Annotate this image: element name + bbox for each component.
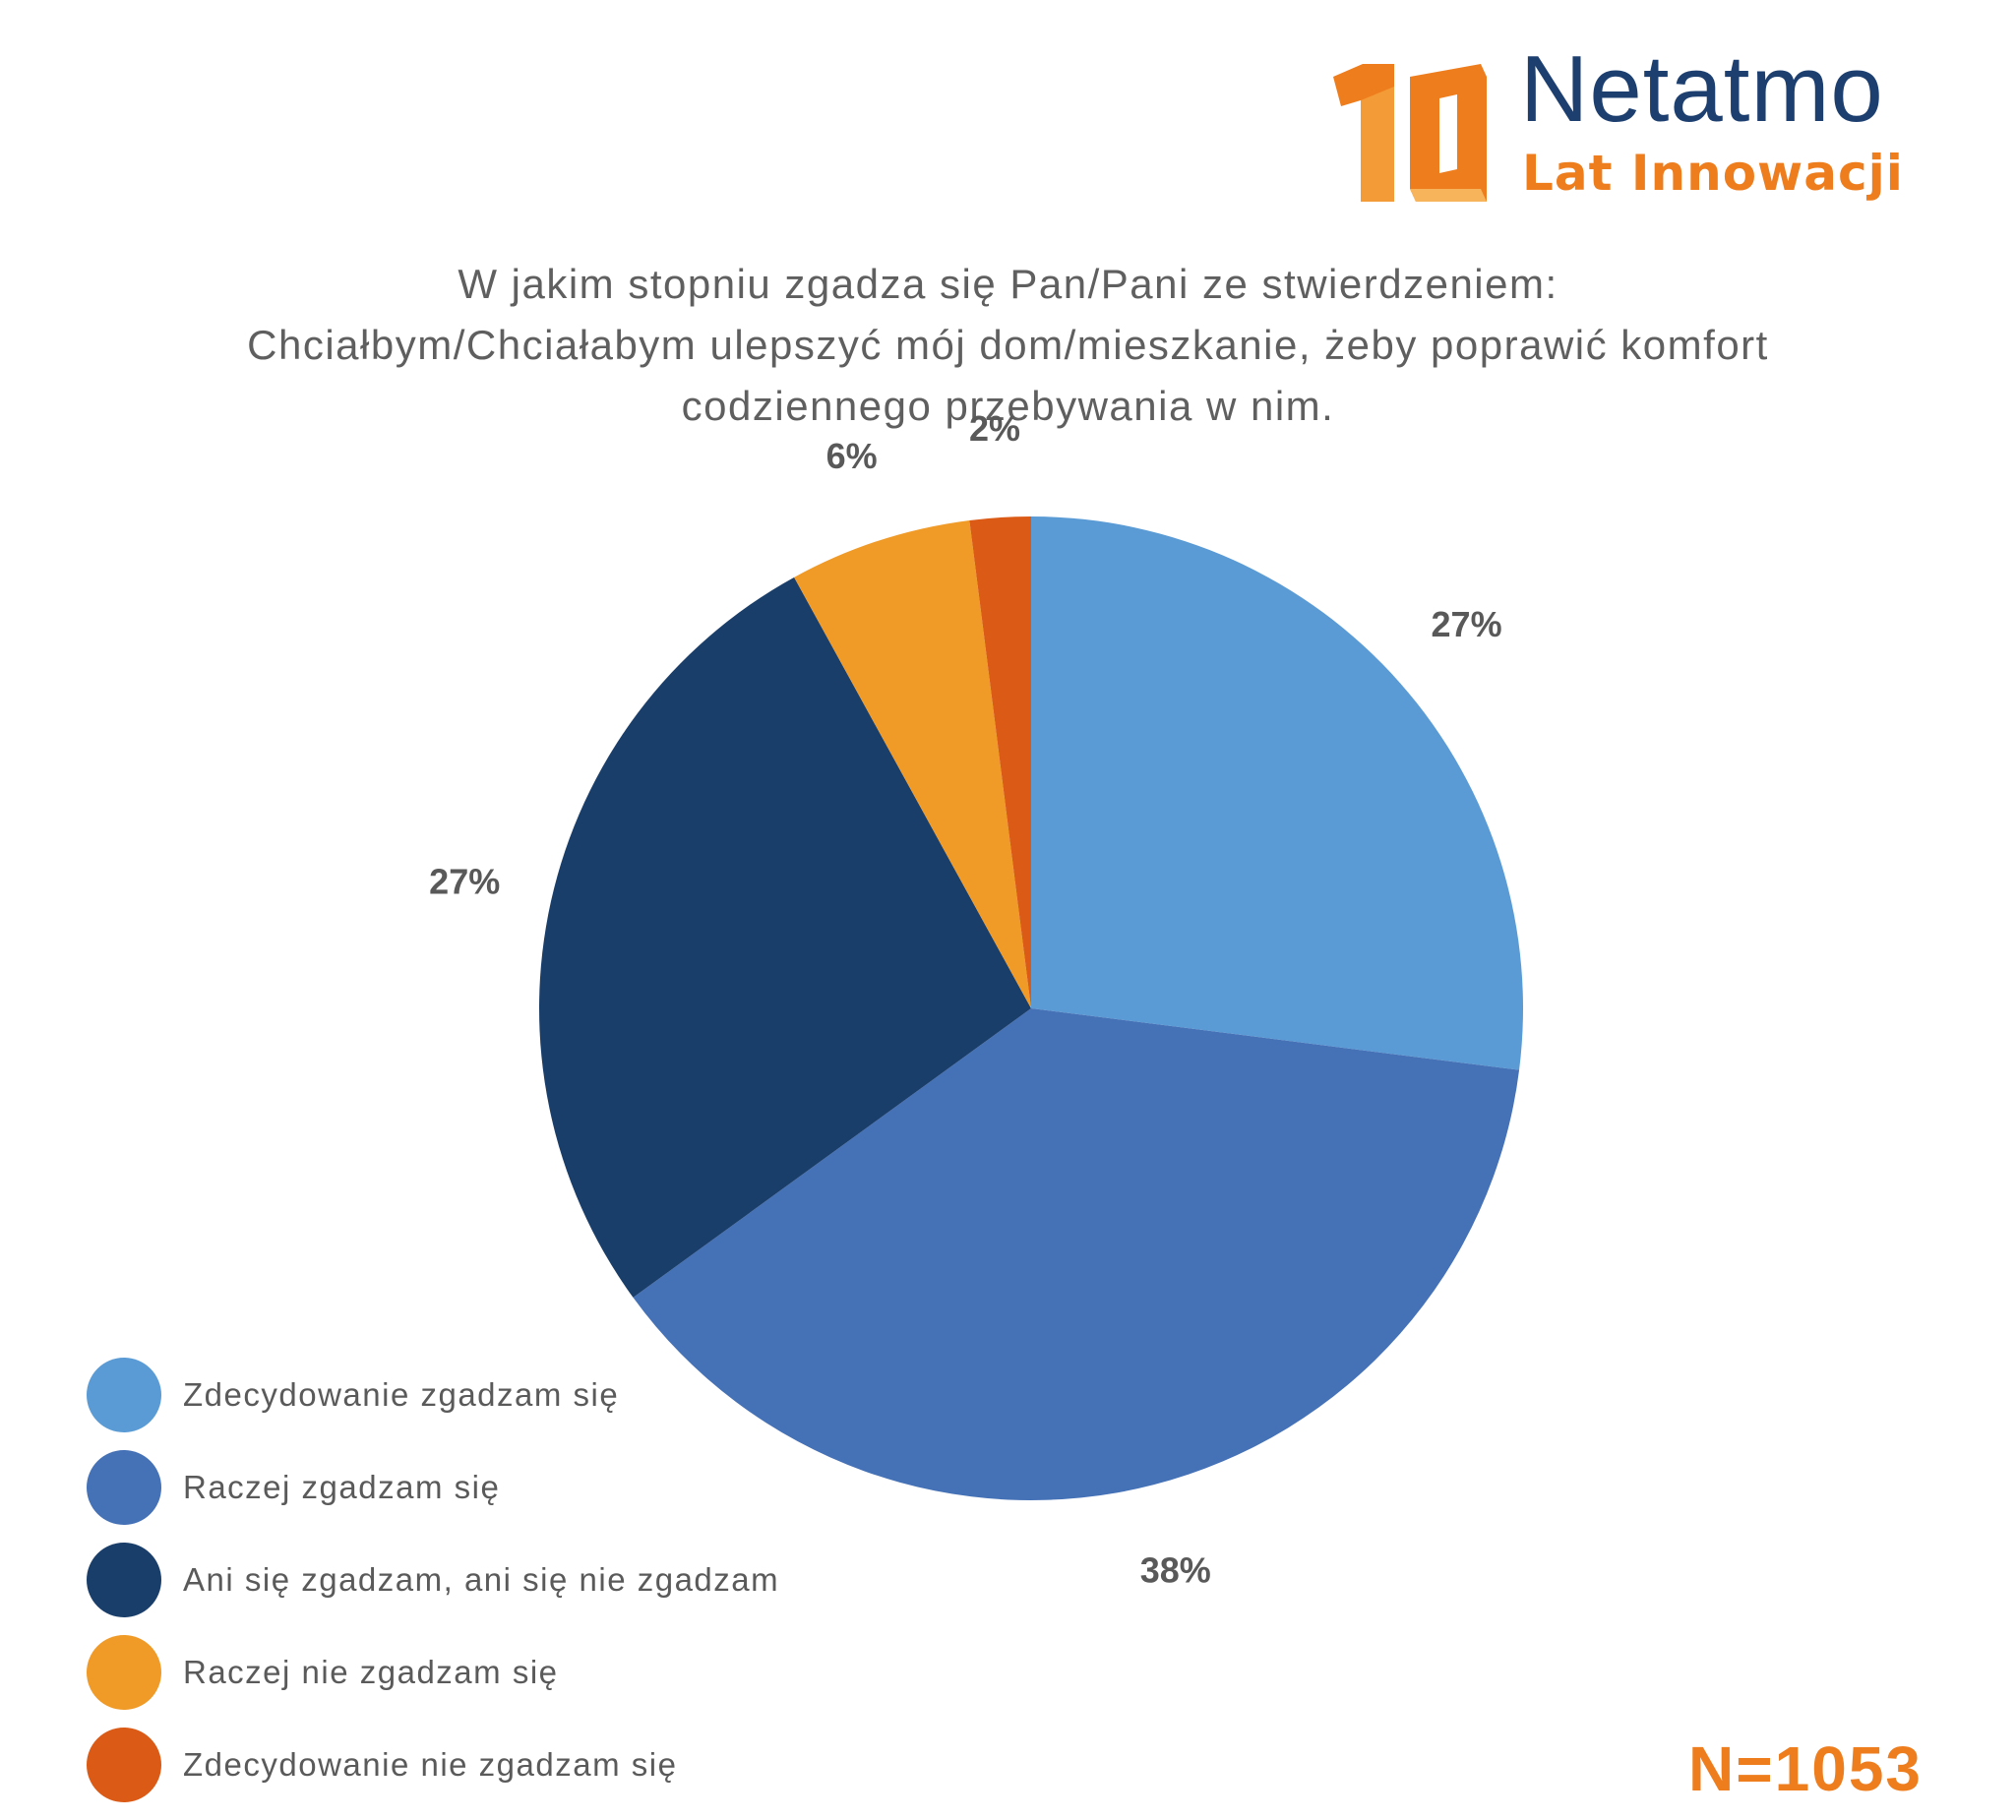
legend-swatch-1 xyxy=(87,1358,161,1432)
legend-swatch-5 xyxy=(87,1728,161,1802)
legend-swatch-2 xyxy=(87,1450,161,1525)
ten-years-logo-icon xyxy=(1333,64,1487,202)
chart-title: W jakim stopniu zgadza się Pan/Pani ze s… xyxy=(0,254,2016,437)
legend-label-4: Raczej nie zgadzam się xyxy=(183,1654,559,1690)
legend-swatch-4 xyxy=(87,1635,161,1710)
slice-value-label-4: 6% xyxy=(826,436,878,476)
title-line-2: Chciałbym/Chciałabym ulepszyć mój dom/mi… xyxy=(247,322,1769,368)
legend-item-1: Zdecydowanie zgadzam się xyxy=(87,1358,972,1432)
logo-brand-text: Netatmo xyxy=(1520,36,1884,142)
slice-value-label-1: 27% xyxy=(1432,604,1502,644)
legend-label-2: Raczej zgadzam się xyxy=(183,1469,501,1505)
slice-value-label-3: 27% xyxy=(429,861,500,901)
legend-label-3: Ani się zgadzam, ani się nie zgadzam xyxy=(183,1561,780,1598)
legend-item-3: Ani się zgadzam, ani się nie zgadzam xyxy=(87,1543,972,1617)
title-line-3: codziennego przebywania w nim. xyxy=(681,383,1335,429)
pie-slice-3 xyxy=(539,576,1031,1298)
slice-value-label-2: 38% xyxy=(1140,1549,1211,1590)
pie-slice-5 xyxy=(969,516,1031,1008)
pie-slice-1 xyxy=(1031,516,1524,1070)
legend-item-2: Raczej zgadzam się xyxy=(87,1450,972,1525)
legend-item-5: Zdecydowanie nie zgadzam się xyxy=(87,1728,972,1802)
logo-tagline-text: Lat Innowacji xyxy=(1522,145,1904,202)
slice-value-label-5: 2% xyxy=(969,408,1020,449)
legend-item-4: Raczej nie zgadzam się xyxy=(87,1635,972,1710)
pie-slice-2 xyxy=(633,1008,1520,1500)
legend: Zdecydowanie zgadzam się Raczej zgadzam s… xyxy=(87,1358,972,1820)
sample-size-label: N=1053 xyxy=(1688,1733,1923,1804)
title-line-1: W jakim stopniu zgadza się Pan/Pani ze s… xyxy=(458,261,1558,307)
legend-label-1: Zdecydowanie zgadzam się xyxy=(183,1376,620,1413)
legend-label-5: Zdecydowanie nie zgadzam się xyxy=(183,1746,678,1783)
pie-slice-4 xyxy=(794,519,1031,1008)
legend-swatch-3 xyxy=(87,1543,161,1617)
netatmo-logo: Netatmo Lat Innowacji xyxy=(1333,42,1963,221)
